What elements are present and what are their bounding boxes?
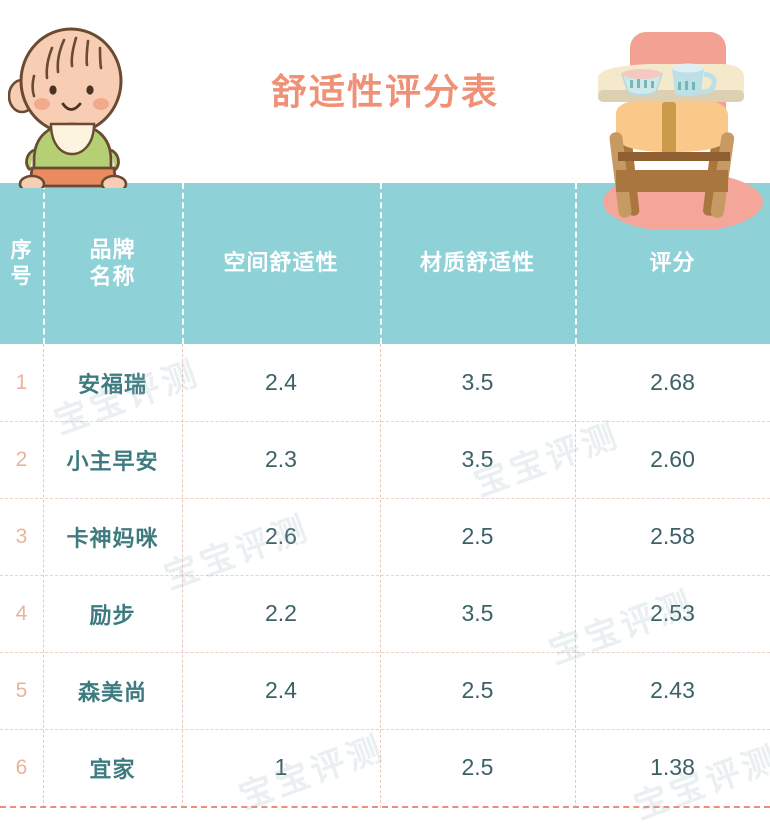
- header-divider-4: [575, 183, 577, 344]
- high-chair-illustration: [588, 12, 770, 232]
- page-title: 舒适性评分表: [270, 71, 499, 112]
- body-divider-1: [43, 344, 44, 808]
- cell-brand: 宜家: [89, 756, 136, 782]
- table-row[interactable]: 4 励步 2.2 3.5 2.53: [0, 575, 770, 653]
- header-divider-3: [380, 183, 382, 344]
- cell-brand: 森美尚: [77, 679, 147, 705]
- cell-space-comfort: 2.4: [265, 369, 297, 395]
- cell-brand: 小主早安: [66, 448, 159, 474]
- table-row[interactable]: 2 小主早安 2.3 3.5 2.60: [0, 421, 770, 499]
- cell-score: 2.58: [650, 523, 695, 549]
- body-divider-4: [575, 344, 576, 808]
- cell-index: 2: [15, 447, 28, 471]
- cell-index: 1: [15, 370, 28, 394]
- cell-brand: 励步: [89, 602, 136, 628]
- cell-material-comfort: 3.5: [461, 369, 494, 395]
- table-body: 1 安福瑞 2.4 3.5 2.68 2 小主早安 2.3 3.5 2.60 3…: [0, 344, 770, 808]
- cell-material-comfort: 2.5: [461, 754, 494, 780]
- cell-score: 2.53: [650, 600, 695, 626]
- cell-score: 2.68: [650, 369, 695, 395]
- body-divider-2: [182, 344, 183, 808]
- table-row[interactable]: 1 安福瑞 2.4 3.5 2.68: [0, 344, 770, 422]
- column-header-material-comfort: 材质舒适性: [419, 250, 535, 276]
- cell-index: 6: [15, 755, 28, 779]
- cell-brand: 安福瑞: [77, 371, 147, 397]
- cell-material-comfort: 2.5: [461, 523, 494, 549]
- cell-material-comfort: 2.5: [461, 677, 494, 703]
- cell-index: 5: [15, 678, 28, 702]
- column-header-brand-line1: 品牌: [89, 236, 136, 262]
- cell-score: 1.38: [650, 754, 695, 780]
- table-row[interactable]: 6 宜家 1 2.5 1.38: [0, 729, 770, 806]
- cell-material-comfort: 3.5: [461, 600, 494, 626]
- table-bottom-rule: [0, 806, 770, 808]
- column-header-index-line2: 号: [10, 264, 33, 288]
- table-row[interactable]: 3 卡神妈咪 2.6 2.5 2.58: [0, 498, 770, 576]
- column-header-index: 序号: [0, 183, 43, 344]
- cell-brand: 卡神妈咪: [66, 525, 159, 551]
- table-row[interactable]: 5 森美尚 2.4 2.5 2.43: [0, 652, 770, 730]
- cell-score: 2.43: [650, 677, 695, 703]
- header-divider-1: [43, 183, 45, 344]
- cell-space-comfort: 2.6: [265, 523, 297, 549]
- column-header-brand-line2: 名称: [89, 263, 136, 289]
- column-header-score: 评分: [649, 250, 696, 276]
- cell-material-comfort: 3.5: [461, 446, 494, 472]
- baby-illustration: [7, 18, 138, 194]
- comfort-score-table: 序号 品牌 名称 空间舒适性 材质舒适性 评分 1 安福瑞 2.4 3.5 2.6…: [0, 183, 770, 808]
- cell-score: 2.60: [650, 446, 695, 472]
- cell-space-comfort: 2.4: [265, 677, 297, 703]
- header-divider-2: [182, 183, 184, 344]
- cell-space-comfort: 2.3: [265, 446, 297, 472]
- cell-index: 3: [15, 524, 28, 548]
- body-divider-3: [380, 344, 381, 808]
- column-header-index-line1: 序: [10, 238, 33, 262]
- column-header-space-comfort: 空间舒适性: [223, 250, 339, 276]
- table-header-row: 序号 品牌 名称 空间舒适性 材质舒适性 评分: [0, 183, 770, 344]
- cell-space-comfort: 1: [274, 754, 288, 780]
- cell-space-comfort: 2.2: [265, 600, 297, 626]
- column-header-brand: 品牌 名称: [43, 183, 182, 344]
- cell-index: 4: [15, 601, 28, 625]
